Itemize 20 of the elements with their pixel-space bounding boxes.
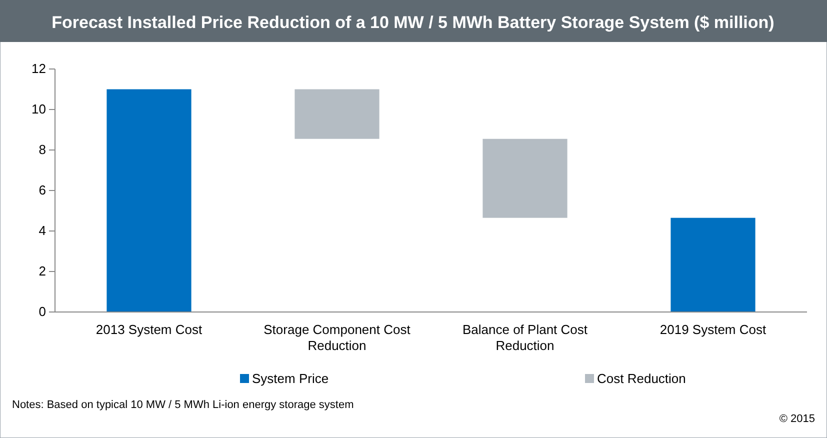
legend-label: System Price xyxy=(252,371,329,386)
y-tick-label: 2 xyxy=(38,264,46,279)
x-tick-label: Storage Component Cost Reduction xyxy=(264,322,411,353)
y-tick-label: 6 xyxy=(38,182,46,198)
bar xyxy=(294,89,380,139)
bar xyxy=(106,89,192,312)
x-tick-label: 2019 System Cost xyxy=(660,322,766,337)
bar xyxy=(670,218,756,312)
x-tick-label: Balance of Plant Cost Reduction xyxy=(462,322,588,353)
text: © 2015 xyxy=(779,413,815,425)
bar xyxy=(482,138,568,218)
y-tick-label: 10 xyxy=(32,102,46,117)
legend-label: Cost Reduction xyxy=(597,371,686,386)
text: Notes: Based on typical 10 MW / 5 MWh Li-ion energy storage system xyxy=(12,399,354,411)
chart-title: Forecast Installed Price Reduction of a 10 MW / 5 MWh Battery Storage System ($ million) xyxy=(52,13,774,32)
y-tick-label: 8 xyxy=(38,142,46,158)
y-tick-label: 4 xyxy=(38,223,46,238)
x-tick-label: 2013 System Cost xyxy=(96,322,202,337)
y-tick-label: 12 xyxy=(32,61,46,76)
y-tick-label: 0 xyxy=(38,304,46,320)
